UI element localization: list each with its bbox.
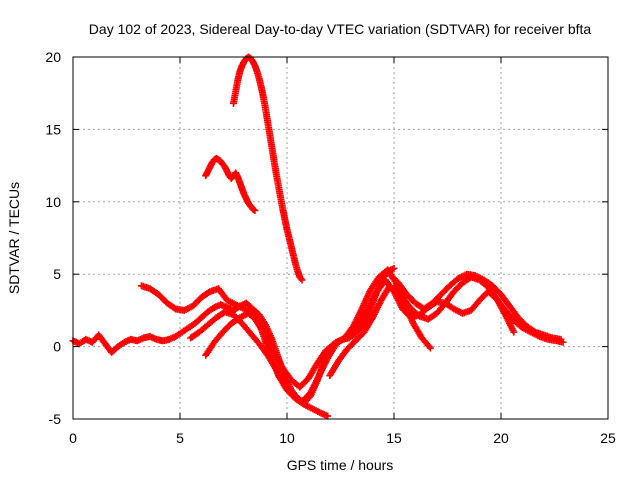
y-tick-label: 10 <box>45 194 61 210</box>
y-tick-label: 0 <box>53 339 61 355</box>
data-point-marker <box>170 304 178 312</box>
y-tick-label: 15 <box>45 121 61 137</box>
data-point-marker <box>390 264 398 272</box>
x-tick-label: 0 <box>69 430 77 446</box>
data-point-marker <box>403 305 411 313</box>
y-tick-label: -5 <box>49 411 62 427</box>
data-point-marker <box>559 338 567 346</box>
data-point-marker <box>297 275 305 283</box>
data-point-marker <box>324 412 332 420</box>
data-points <box>69 53 567 420</box>
y-axis-label: SDTVAR / TECUs <box>6 182 22 294</box>
y-tick-label: 5 <box>53 266 61 282</box>
x-tick-label: 15 <box>386 430 402 446</box>
y-tick-label: 20 <box>45 49 61 65</box>
data-point-marker <box>298 276 306 284</box>
x-tick-label: 5 <box>176 430 184 446</box>
x-axis-label: GPS time / hours <box>287 457 394 473</box>
x-tick-label: 20 <box>493 430 509 446</box>
series-arc-high <box>230 53 306 284</box>
series-arc-g <box>326 282 411 380</box>
data-point-marker <box>251 206 259 214</box>
series-arc-mid <box>202 154 259 214</box>
data-point-marker <box>425 343 433 351</box>
plot-frame <box>72 56 609 420</box>
grid <box>73 57 608 419</box>
series-arc-f <box>390 273 567 346</box>
data-point-marker <box>510 328 518 336</box>
axis-ticks: 0 5 10 15 20 25 -5 0 5 10 15 20 <box>45 49 616 446</box>
x-tick-label: 25 <box>600 430 616 446</box>
data-point-marker <box>426 344 434 352</box>
x-tick-label: 10 <box>279 430 295 446</box>
series-arc-c <box>187 266 434 406</box>
chart-title: Day 102 of 2023, Sidereal Day-to-day VTE… <box>89 21 592 37</box>
